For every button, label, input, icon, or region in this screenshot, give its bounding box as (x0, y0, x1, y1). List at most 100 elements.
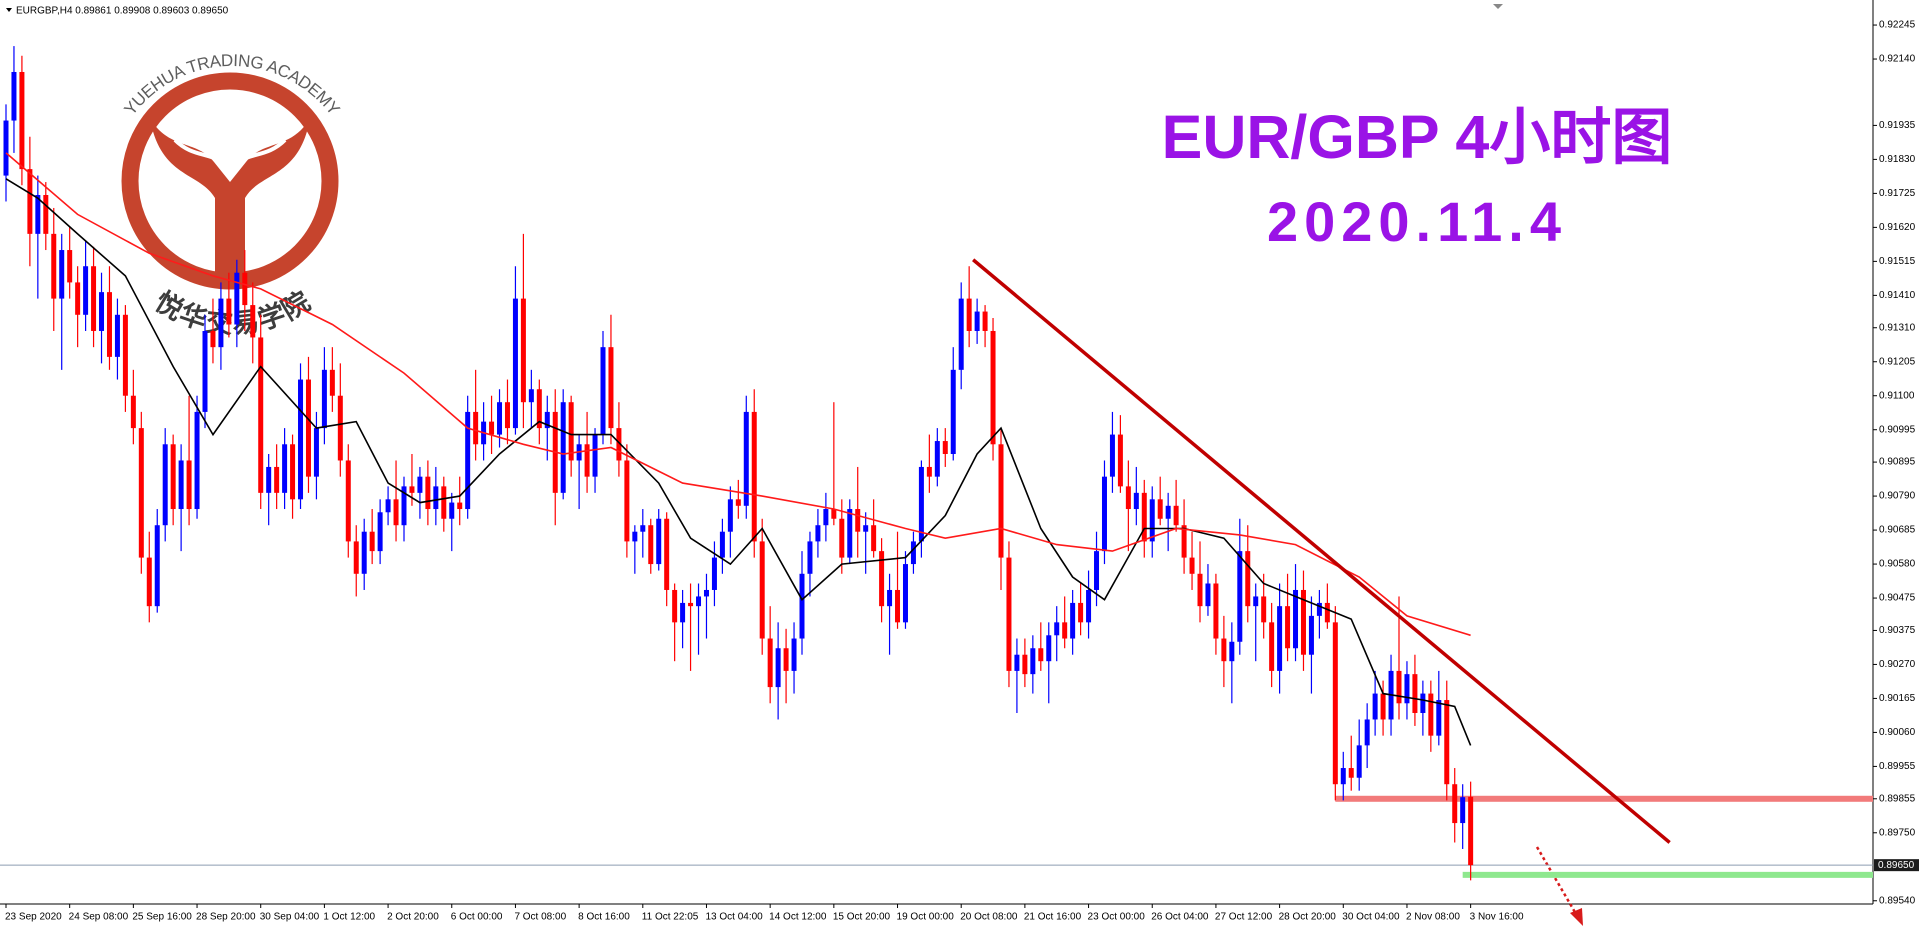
candle-body (457, 502, 463, 510)
candle-body (934, 441, 940, 477)
candle-body (791, 638, 797, 671)
candle-body (815, 525, 821, 542)
candle-body (497, 402, 503, 435)
candle-body (879, 551, 885, 607)
candle-body (624, 460, 630, 542)
candle-body (544, 411, 550, 429)
y-tick-label: 0.91205 (1879, 356, 1916, 367)
candle-body (1189, 557, 1195, 574)
candle-body (401, 486, 407, 526)
x-tick-label: 23 Sep 2020 (5, 912, 62, 923)
watermark-logo: YUEHUA TRADING ACADEMY 悦华交易学院 (121, 51, 343, 339)
candle-body (1316, 602, 1322, 616)
candle-body (425, 476, 431, 510)
candle-body (1253, 596, 1259, 607)
candle-body (759, 541, 765, 639)
candle-body (91, 266, 97, 331)
candle-body (648, 525, 654, 565)
x-tick-label: 7 Oct 08:00 (514, 912, 566, 923)
candle-body (751, 411, 757, 542)
candle-body (250, 305, 256, 338)
candle-body (1014, 654, 1020, 671)
candle-body (305, 379, 311, 477)
trendline (972, 258, 1671, 844)
candle-body (290, 444, 296, 500)
candle-body (616, 428, 622, 461)
candle-body (393, 499, 399, 526)
candle-body (433, 486, 439, 510)
candle-body (1221, 638, 1227, 662)
candle-body (1054, 622, 1060, 636)
candle-body (735, 499, 741, 506)
candle-body (417, 476, 423, 493)
candle-body (99, 292, 105, 331)
candle-body (282, 444, 288, 493)
x-tick-label: 13 Oct 04:00 (705, 912, 763, 923)
y-tick-label: 0.91410 (1879, 290, 1916, 301)
candle-body (871, 525, 877, 552)
y-tick-label: 0.91310 (1879, 322, 1916, 333)
candle-body (855, 509, 861, 532)
candle-body (990, 330, 996, 445)
candle-body (1428, 693, 1434, 736)
x-tick-label: 8 Oct 16:00 (578, 912, 630, 923)
y-tick-label: 0.91830 (1879, 154, 1916, 165)
candle-body (1277, 606, 1283, 671)
candle-body (106, 292, 112, 357)
candle-body (847, 509, 853, 558)
candle-body (719, 531, 725, 558)
candle-body (1109, 434, 1115, 477)
y-tick-label: 0.90375 (1879, 625, 1916, 636)
candle-body (1468, 796, 1474, 866)
candle-body (1078, 602, 1084, 623)
x-tick-label: 2 Oct 20:00 (387, 912, 439, 923)
candle-body (178, 460, 184, 510)
candle-body (1285, 606, 1291, 649)
candle-body (1404, 674, 1410, 704)
candle-body (1380, 693, 1386, 720)
candle-body (1197, 573, 1203, 607)
x-tick-label: 6 Oct 00:00 (451, 912, 503, 923)
candle-body (504, 402, 510, 429)
y-tick-label: 0.89855 (1879, 793, 1916, 804)
candle-body (1030, 648, 1036, 675)
candle-body (727, 499, 733, 532)
candle-body (1412, 674, 1418, 713)
candle-body (1460, 797, 1466, 824)
y-tick-label: 0.90895 (1879, 457, 1916, 468)
x-tick-label: 19 Oct 00:00 (897, 912, 955, 923)
candle-body (122, 314, 128, 396)
y-tick-label: 0.92140 (1879, 54, 1916, 65)
candle-body (1070, 602, 1076, 639)
candle-body (1420, 693, 1426, 713)
y-tick-label: 0.91725 (1879, 188, 1916, 199)
candle-body (43, 195, 49, 234)
candle-body (1213, 583, 1219, 639)
current-price-tag (1874, 859, 1919, 872)
candle-body (910, 541, 916, 565)
x-tick-label: 27 Oct 12:00 (1215, 912, 1273, 923)
candle-body (966, 298, 972, 331)
candle-body (1396, 670, 1402, 704)
candle-body (974, 311, 980, 331)
x-tick-label: 15 Oct 20:00 (833, 912, 891, 923)
watermark-cn: 悦华交易学院 (150, 285, 315, 339)
moving-average (5, 152, 1471, 637)
candle-body (1117, 434, 1123, 487)
candle-body (807, 541, 813, 574)
y-tick-label: 0.90060 (1879, 727, 1916, 738)
candle-body (711, 557, 717, 590)
candle-body (632, 531, 638, 542)
candle-body (1133, 492, 1139, 510)
candle-body (640, 525, 646, 532)
candle-body (51, 233, 57, 299)
candle-body (1364, 719, 1370, 746)
candle-body (1046, 635, 1052, 662)
candle-body (242, 272, 248, 306)
candle-body (703, 589, 709, 597)
candle-body (1269, 622, 1275, 671)
candle-body (1165, 505, 1171, 519)
candle-body (1300, 589, 1306, 655)
candle-body (998, 444, 1004, 558)
candle-body (1125, 486, 1131, 510)
